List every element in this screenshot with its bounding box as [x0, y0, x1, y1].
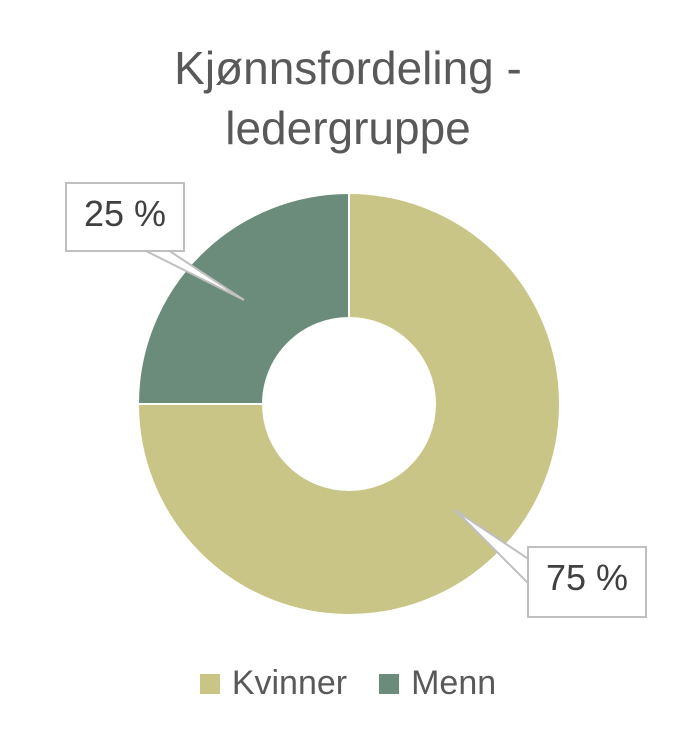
legend: Kvinner Menn [0, 664, 696, 703]
label-text: 25 % [83, 193, 167, 234]
legend-label: Menn [411, 664, 497, 702]
title-line-1: Kjønnsfordeling - [174, 42, 522, 94]
label-text: 75 % [545, 557, 629, 598]
swatch-icon [199, 673, 220, 694]
swatch-icon [379, 673, 400, 694]
slice-kvinner [136, 191, 561, 616]
chart-title: Kjønnsfordeling - ledergruppe [0, 38, 696, 158]
data-label-kvinner: 75 % [527, 546, 647, 618]
legend-label: Kvinner [231, 664, 348, 702]
legend-item-menn: Menn [379, 664, 496, 703]
data-label-menn: 25 % [65, 182, 185, 252]
legend-item-kvinner: Kvinner [199, 664, 348, 703]
title-line-2: ledergruppe [225, 102, 471, 154]
